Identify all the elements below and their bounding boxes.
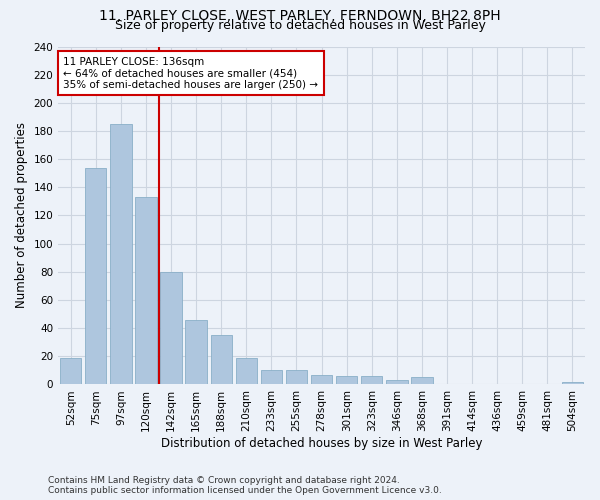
X-axis label: Distribution of detached houses by size in West Parley: Distribution of detached houses by size … [161, 437, 482, 450]
Bar [85, 168, 106, 384]
Bar [286, 370, 307, 384]
Bar [136, 197, 157, 384]
Bar [185, 320, 207, 384]
Text: Size of property relative to detached houses in West Parley: Size of property relative to detached ho… [115, 18, 485, 32]
Bar [311, 374, 332, 384]
Bar [261, 370, 282, 384]
Bar [386, 380, 407, 384]
Bar [361, 376, 382, 384]
Text: 11, PARLEY CLOSE, WEST PARLEY, FERNDOWN, BH22 8PH: 11, PARLEY CLOSE, WEST PARLEY, FERNDOWN,… [99, 9, 501, 23]
Bar [160, 272, 182, 384]
Y-axis label: Number of detached properties: Number of detached properties [15, 122, 28, 308]
Bar [236, 358, 257, 384]
Text: Contains HM Land Registry data © Crown copyright and database right 2024.
Contai: Contains HM Land Registry data © Crown c… [48, 476, 442, 495]
Bar [110, 124, 131, 384]
Text: 11 PARLEY CLOSE: 136sqm
← 64% of detached houses are smaller (454)
35% of semi-d: 11 PARLEY CLOSE: 136sqm ← 64% of detache… [64, 56, 319, 90]
Bar [562, 382, 583, 384]
Bar [211, 335, 232, 384]
Bar [60, 358, 82, 384]
Bar [336, 376, 358, 384]
Bar [411, 378, 433, 384]
